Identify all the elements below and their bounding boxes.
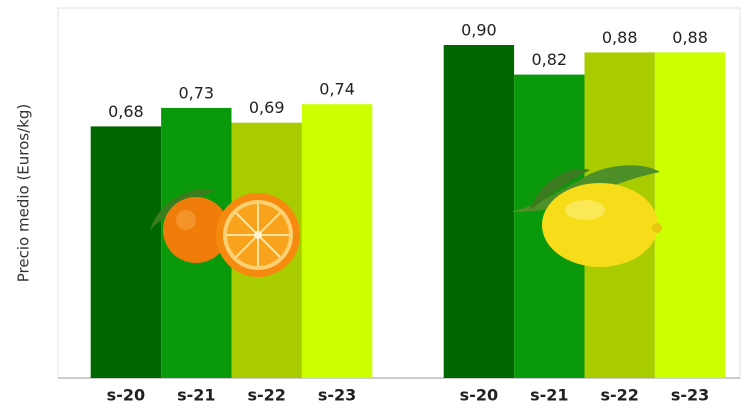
x-tick-label: s-20 (460, 386, 498, 405)
lemon-illustration (510, 165, 662, 267)
x-tick-label: s-22 (247, 386, 285, 405)
x-tick-label: s-23 (671, 386, 709, 405)
bar (90, 126, 162, 379)
y-axis-label: Precio medio (Euros/kg) (15, 104, 33, 282)
bar (443, 45, 515, 378)
value-label: 0,73 (178, 83, 214, 102)
bar (301, 104, 373, 378)
value-label: 0,90 (461, 21, 497, 40)
orange-illustration (150, 189, 300, 277)
bar (654, 52, 726, 379)
value-label: 0,88 (672, 28, 708, 47)
value-label: 0,74 (319, 80, 355, 99)
value-label: 0,82 (531, 50, 567, 69)
x-tick-label: s-22 (600, 386, 638, 405)
x-tick-label: s-23 (318, 386, 356, 405)
value-label: 0,88 (602, 28, 638, 47)
x-tick-label: s-20 (107, 386, 145, 405)
value-label: 0,68 (108, 102, 144, 121)
x-tick-label: s-21 (530, 386, 568, 405)
value-label: 0,69 (249, 98, 285, 117)
x-tick-label: s-21 (177, 386, 215, 405)
